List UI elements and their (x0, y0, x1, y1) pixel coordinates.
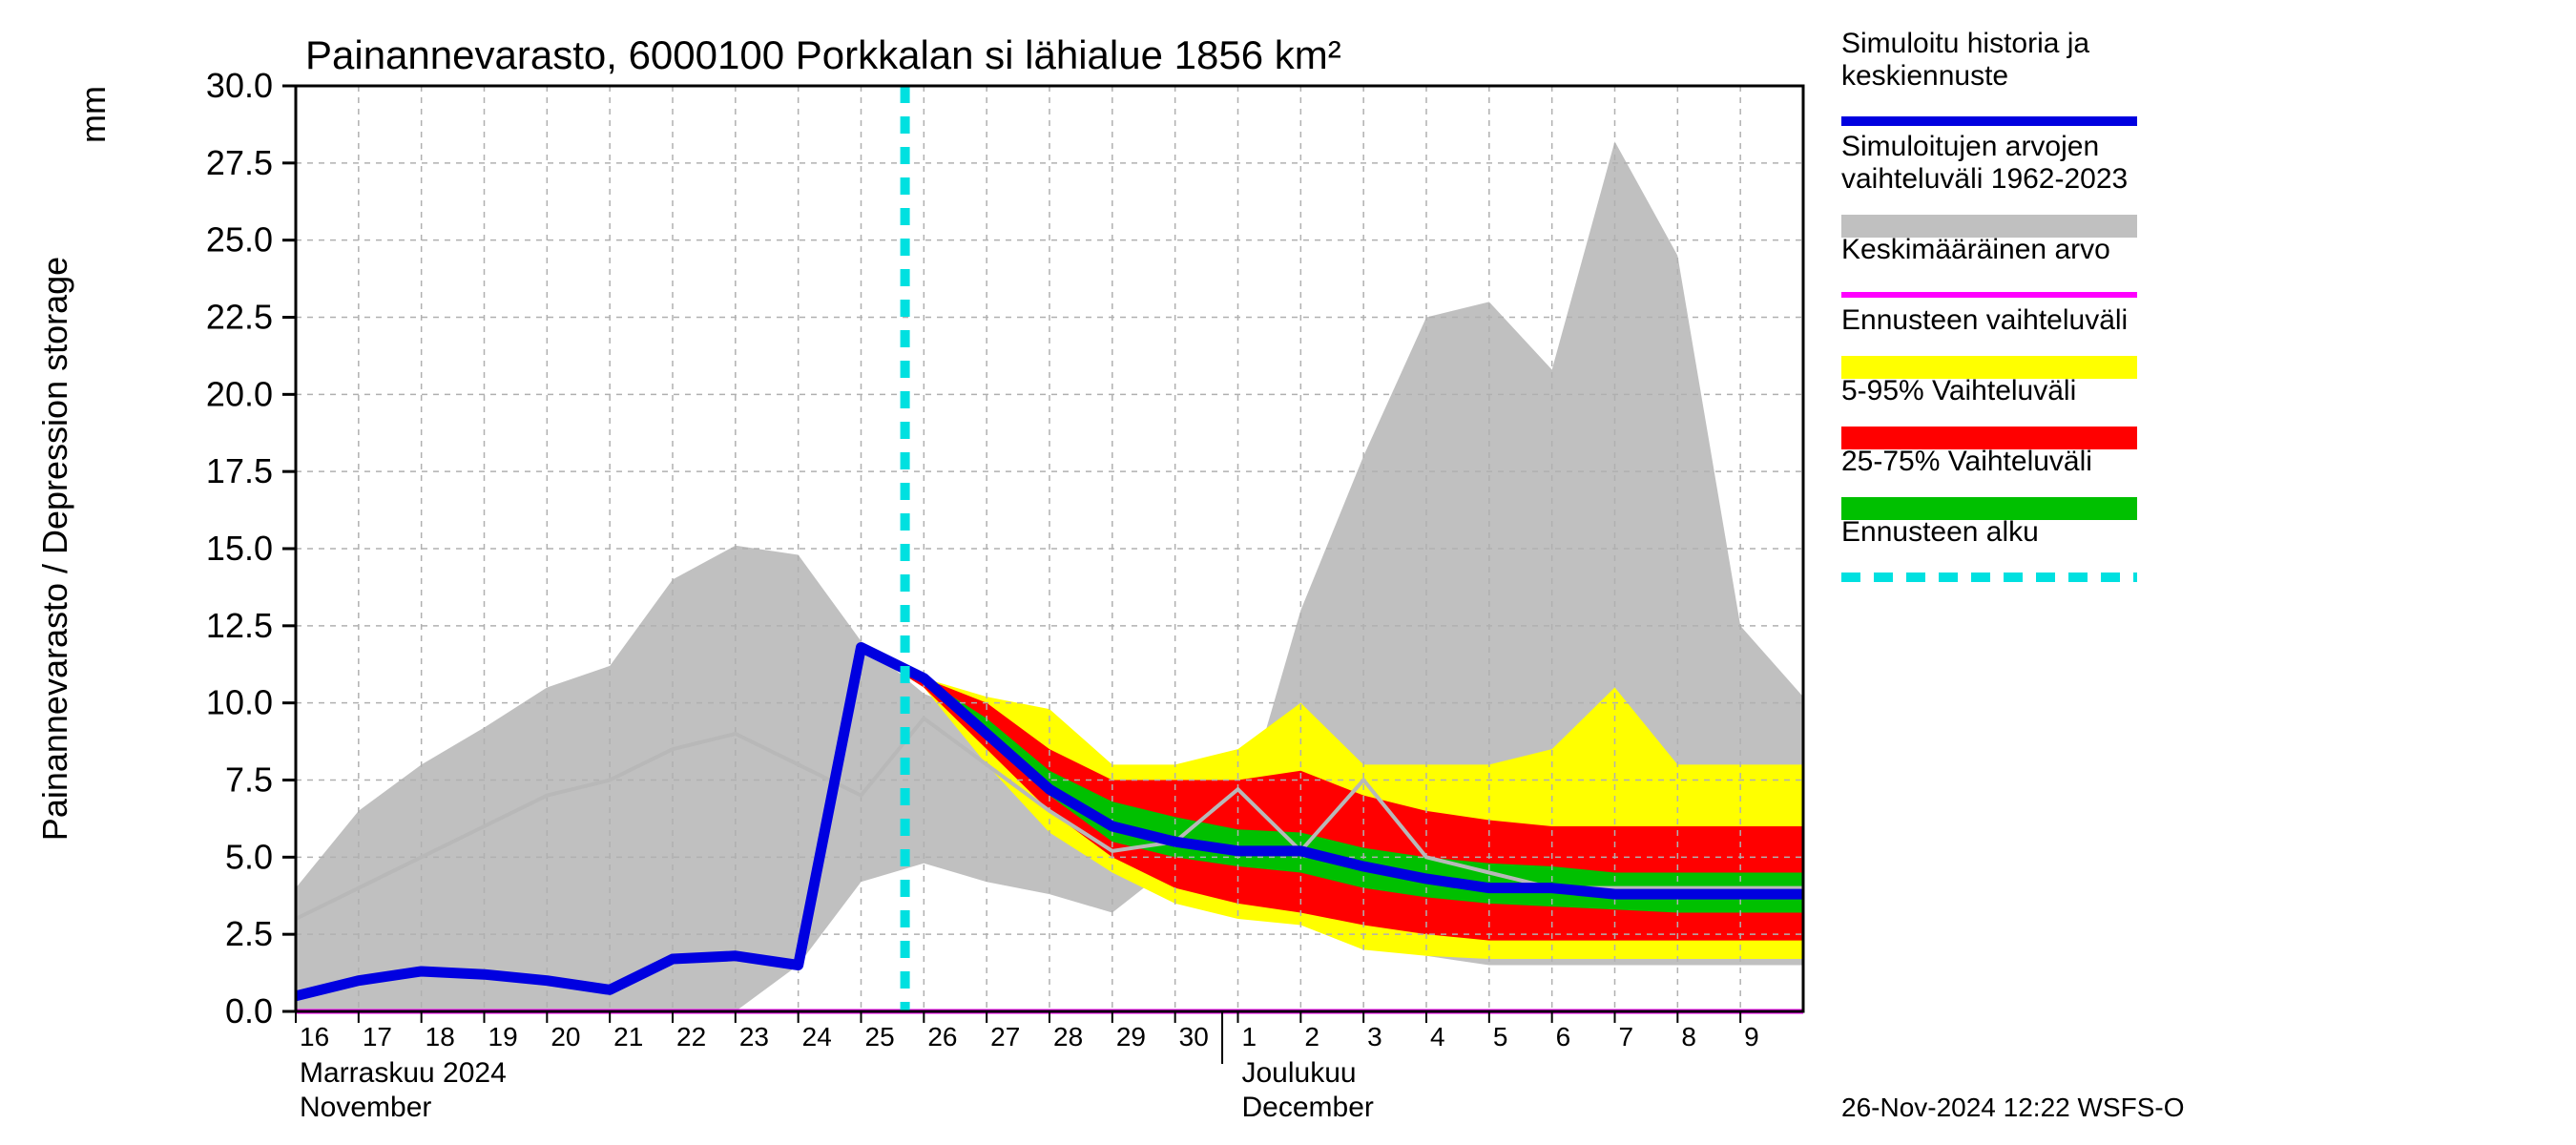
ytick-label: 0.0 (225, 991, 273, 1030)
xtick-label: 6 (1556, 1022, 1571, 1051)
legend-label: Keskimääräinen arvo (1841, 234, 2110, 265)
xtick-label: 20 (551, 1022, 580, 1051)
chart-container: 0.0 2.5 5.0 7.5 10.0 12.5 15.0 17.5 20.0 22.5 25.0… (0, 0, 2576, 1145)
xtick-label: 26 (927, 1022, 957, 1051)
ytick-label: 5.0 (225, 837, 273, 876)
ytick-label: 17.5 (206, 451, 273, 490)
xtick-label: 16 (300, 1022, 329, 1051)
legend-label: Simuloitu historia ja (1841, 28, 2089, 59)
legend-label: vaihteluväli 1962-2023 (1841, 163, 2128, 195)
xtick-label: 2 (1304, 1022, 1319, 1051)
legend-label: 5-95% Vaihteluväli (1841, 375, 2076, 406)
xtick-label: 25 (865, 1022, 895, 1051)
ytick-label: 27.5 (206, 143, 273, 182)
legend-label: Simuloitujen arvojen (1841, 131, 2099, 162)
xtick-label: 27 (990, 1022, 1020, 1051)
xtick-label: 22 (676, 1022, 706, 1051)
ytick-label: 15.0 (206, 529, 273, 568)
xtick-label: 17 (363, 1022, 392, 1051)
xtick-label: 29 (1116, 1022, 1146, 1051)
legend-label: 25-75% Vaihteluväli (1841, 446, 2092, 477)
legend-label: Ennusteen vaihteluväli (1841, 304, 2128, 336)
xtick-label: 9 (1744, 1022, 1759, 1051)
footer-timestamp: 26-Nov-2024 12:22 WSFS-O (1841, 1093, 2185, 1122)
xtick-label: 7 (1619, 1022, 1634, 1051)
ytick-label: 12.5 (206, 606, 273, 645)
legend-label: keskiennuste (1841, 60, 2008, 92)
ytick-label: 22.5 (206, 298, 273, 337)
legend-label: Ennusteen alku (1841, 516, 2039, 548)
xtick-label: 28 (1053, 1022, 1083, 1051)
xtick-label: 5 (1493, 1022, 1508, 1051)
xtick-label: 18 (426, 1022, 455, 1051)
y-axis-unit: mm (73, 86, 113, 143)
month-label: November (300, 1092, 431, 1123)
xtick-label: 30 (1179, 1022, 1209, 1051)
month-label: Marraskuu 2024 (300, 1057, 507, 1089)
xtick-label: 4 (1430, 1022, 1445, 1051)
month-label: December (1242, 1092, 1374, 1123)
xtick-label: 23 (739, 1022, 769, 1051)
xtick-label: 21 (613, 1022, 643, 1051)
month-label: Joulukuu (1242, 1057, 1357, 1089)
ytick-label: 30.0 (206, 66, 273, 105)
chart-svg: 0.0 2.5 5.0 7.5 10.0 12.5 15.0 17.5 20.0 22.5 25.0… (0, 0, 2576, 1145)
ytick-label: 25.0 (206, 220, 273, 260)
xtick-label: 3 (1367, 1022, 1382, 1051)
ytick-label: 2.5 (225, 914, 273, 953)
xtick-label: 1 (1242, 1022, 1257, 1051)
xtick-label: 24 (802, 1022, 832, 1051)
xtick-label: 19 (488, 1022, 518, 1051)
ytick-label: 10.0 (206, 683, 273, 722)
ytick-label: 20.0 (206, 374, 273, 413)
y-axis-label: Painannevarasto / Depression storage (35, 257, 74, 841)
svg-text:Painannevarasto / Depression s: Painannevarasto / Depression storage (35, 257, 74, 841)
svg-text:mm: mm (73, 86, 113, 143)
chart-title: Painannevarasto, 6000100 Porkkalan si lä… (305, 32, 1341, 77)
ytick-label: 7.5 (225, 760, 273, 800)
xtick-label: 8 (1681, 1022, 1696, 1051)
